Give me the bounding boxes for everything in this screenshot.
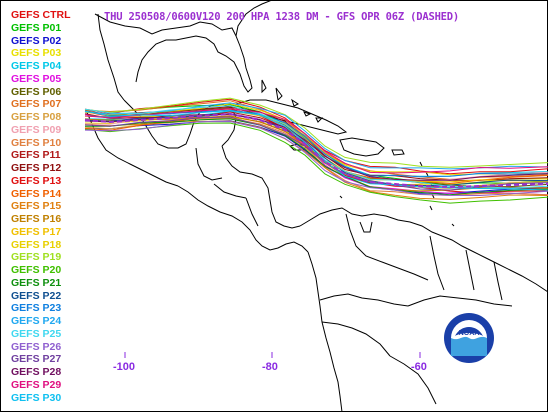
lake-maracaibo bbox=[359, 221, 373, 233]
lon-label-60: -60 bbox=[411, 361, 427, 373]
lon-label-80: -80 bbox=[262, 361, 278, 373]
legend-item-gefs-p01: GEFS P01 bbox=[11, 21, 62, 34]
legend-item-gefs-p10: GEFS P10 bbox=[11, 136, 62, 149]
noaa-logo-wave bbox=[451, 336, 487, 356]
guyana-suriname-border bbox=[465, 249, 475, 291]
contour-gefs-p21 bbox=[84, 118, 548, 196]
us-east-coast bbox=[235, 0, 273, 37]
legend-item-gefs-p09: GEFS P09 bbox=[11, 123, 62, 136]
contour-gefs-p24 bbox=[84, 102, 548, 170]
legend-item-gefs-p23: GEFS P23 bbox=[11, 302, 62, 315]
legend-item-gefs-p03: GEFS P03 bbox=[11, 47, 62, 60]
legend-item-gefs-p26: GEFS P26 bbox=[11, 340, 62, 353]
legend-item-gefs-p08: GEFS P08 bbox=[11, 111, 62, 123]
legend-item-gefs-p17: GEFS P17 bbox=[11, 225, 62, 238]
noaa-logo-text: NOAA bbox=[459, 330, 480, 337]
contour-gefs-p22 bbox=[84, 113, 548, 187]
legend-item-gefs-ctrl: GEFS CTRL bbox=[11, 9, 71, 21]
colombia-ecuador-border bbox=[319, 293, 409, 307]
brazil-north-border bbox=[407, 295, 513, 307]
nicaragua-border bbox=[245, 197, 259, 227]
contour-gefs-p28 bbox=[84, 113, 548, 181]
legend-item-gefs-p04: GEFS P04 bbox=[11, 60, 62, 72]
legend-item-gefs-p06: GEFS P06 bbox=[11, 85, 62, 98]
suriname-guiana-border bbox=[493, 261, 503, 301]
legend-item-gefs-p30: GEFS P30 bbox=[11, 391, 62, 404]
legend-item-gefs-p02: GEFS P02 bbox=[11, 34, 62, 47]
noaa-logo-gull bbox=[455, 327, 483, 336]
legend-item-gefs-p14: GEFS P14 bbox=[11, 187, 62, 200]
legend-item-gefs-p16: GEFS P16 bbox=[11, 213, 62, 225]
bahamas-3 bbox=[291, 98, 299, 107]
mexico-pacific-coast bbox=[85, 109, 179, 187]
legend-item-gefs-p25: GEFS P25 bbox=[11, 327, 62, 340]
legend-item-gefs-p15: GEFS P15 bbox=[11, 200, 62, 213]
central-america-pacific-coast bbox=[177, 185, 309, 253]
south-america-north-coast bbox=[299, 207, 548, 293]
ensemble-legend: GEFS CTRL GEFS P01 GEFS P02 GEFS P03 GEFS P0… bbox=[11, 9, 71, 404]
bahamas-2 bbox=[275, 87, 283, 102]
us-gulf-coast bbox=[94, 13, 253, 93]
legend-item-gefs-p29: GEFS P29 bbox=[11, 378, 62, 391]
us-interior-border bbox=[97, 13, 125, 101]
longitude-axis bbox=[124, 352, 421, 358]
lon-label-100: -100 bbox=[113, 361, 136, 373]
legend-item-gefs-p12: GEFS P12 bbox=[11, 162, 62, 174]
contour-gefs-p26 bbox=[84, 120, 548, 197]
legend-item-gefs-p05: GEFS P05 bbox=[11, 72, 62, 85]
contour-gefs-p23 bbox=[84, 109, 548, 178]
legend-item-gefs-p07: GEFS P07 bbox=[11, 98, 62, 111]
legend-item-gefs-p20: GEFS P20 bbox=[11, 264, 62, 276]
contour-gefs-p27 bbox=[84, 116, 548, 191]
legend-item-gefs-p28: GEFS P28 bbox=[11, 366, 62, 378]
legend-item-gefs-p13: GEFS P13 bbox=[11, 174, 62, 187]
legend-item-gefs-p24: GEFS P24 bbox=[11, 315, 62, 327]
guatemala-border bbox=[195, 147, 223, 181]
legend-item-gefs-p11: GEFS P11 bbox=[11, 149, 61, 162]
chart-title: THU 250508/0600V120 200 HPA 1238 DM - GF… bbox=[104, 11, 460, 23]
land-outlines bbox=[85, 0, 548, 412]
small-islands bbox=[339, 195, 455, 227]
contour-gfs-opr-dashed bbox=[84, 112, 548, 189]
contour-gefs-p29 bbox=[84, 107, 548, 174]
legend-item-gefs-p19: GEFS P19 bbox=[11, 251, 62, 264]
hispaniola bbox=[339, 137, 385, 157]
colombia-venezuela-border bbox=[345, 213, 429, 281]
legend-item-gefs-p21: GEFS P21 bbox=[11, 276, 62, 289]
bahamas-5 bbox=[315, 117, 324, 123]
bahamas-4 bbox=[303, 111, 312, 117]
ecuador-peru-border bbox=[321, 321, 391, 357]
south-america-pacific-coast bbox=[307, 251, 343, 412]
legend-item-gefs-p22: GEFS P22 bbox=[11, 289, 62, 302]
venezuela-guyana-border bbox=[429, 235, 445, 291]
central-america-caribbean-coast bbox=[221, 145, 301, 229]
puerto-rico bbox=[391, 149, 405, 156]
bahamas-1 bbox=[261, 79, 267, 94]
peru-brazil-border bbox=[389, 355, 437, 405]
legend-item-gefs-p18: GEFS P18 bbox=[11, 238, 62, 251]
noaa-logo: NOAA bbox=[444, 313, 494, 363]
ensemble-contours bbox=[84, 97, 548, 204]
honduras-border bbox=[213, 183, 247, 199]
legend-item-gefs-p27: GEFS P27 bbox=[11, 353, 62, 366]
contour-gefs-p19 bbox=[84, 97, 548, 168]
